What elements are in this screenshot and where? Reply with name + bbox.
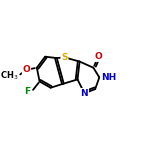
Text: NH: NH	[101, 73, 116, 82]
Text: N: N	[81, 89, 88, 98]
Text: CH$_3$: CH$_3$	[0, 69, 19, 82]
Text: S: S	[61, 53, 68, 62]
Text: F: F	[24, 87, 31, 96]
Text: O: O	[23, 65, 30, 74]
Text: O: O	[94, 52, 102, 61]
